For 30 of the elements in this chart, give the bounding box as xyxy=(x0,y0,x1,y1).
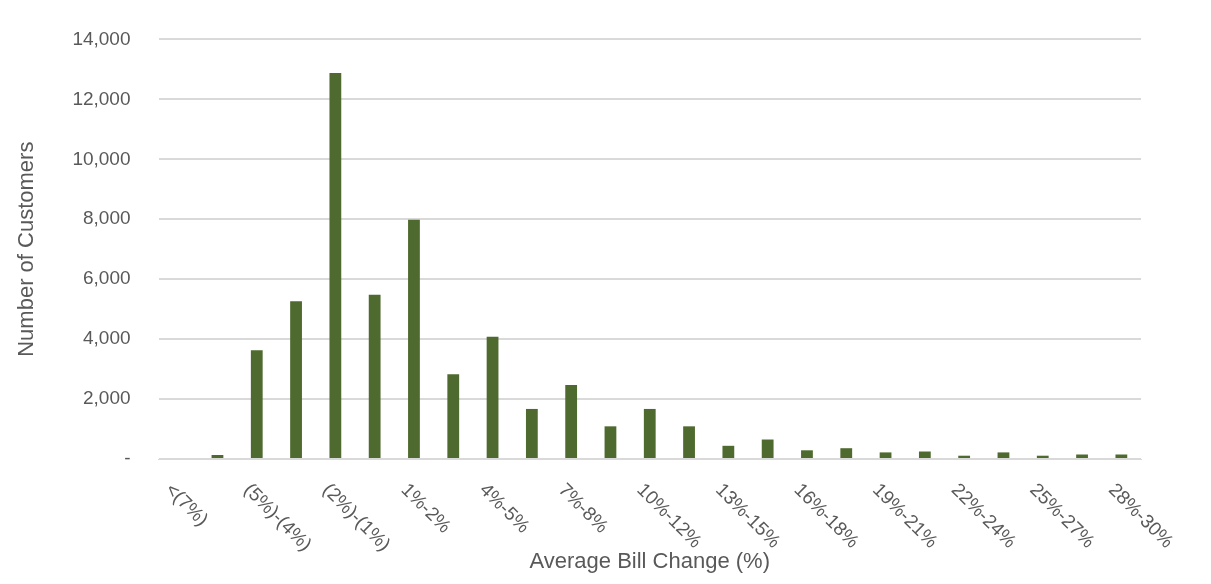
bar xyxy=(879,452,892,458)
y-tick-label: 12,000 xyxy=(72,87,131,109)
y-tick-label: 6,000 xyxy=(82,267,131,289)
y-tick-label: - xyxy=(124,447,131,469)
bar xyxy=(722,445,735,458)
bar xyxy=(604,426,617,458)
y-tick-label: 2,000 xyxy=(82,387,131,409)
x-axis-title: Average Bill Change (%) xyxy=(529,547,771,573)
bar xyxy=(290,301,302,458)
bar xyxy=(761,439,774,458)
bar xyxy=(447,374,460,458)
y-tick-label: 10,000 xyxy=(72,147,131,169)
bar xyxy=(329,72,342,458)
bar xyxy=(368,294,381,458)
bar xyxy=(525,408,538,458)
bar xyxy=(250,350,263,458)
y-tick-label: 4,000 xyxy=(82,327,131,349)
y-tick-label: 8,000 xyxy=(82,207,131,229)
bar xyxy=(918,451,931,458)
y-axis-title: Number of Customers xyxy=(13,141,39,357)
y-tick-label: 14,000 xyxy=(72,27,131,49)
bar xyxy=(997,452,1010,458)
bar xyxy=(565,384,578,458)
bar xyxy=(486,336,499,458)
bar xyxy=(211,455,224,458)
bar xyxy=(408,219,420,458)
bar xyxy=(683,426,695,458)
bar xyxy=(643,408,656,458)
bar xyxy=(840,448,853,458)
bar xyxy=(801,450,813,458)
